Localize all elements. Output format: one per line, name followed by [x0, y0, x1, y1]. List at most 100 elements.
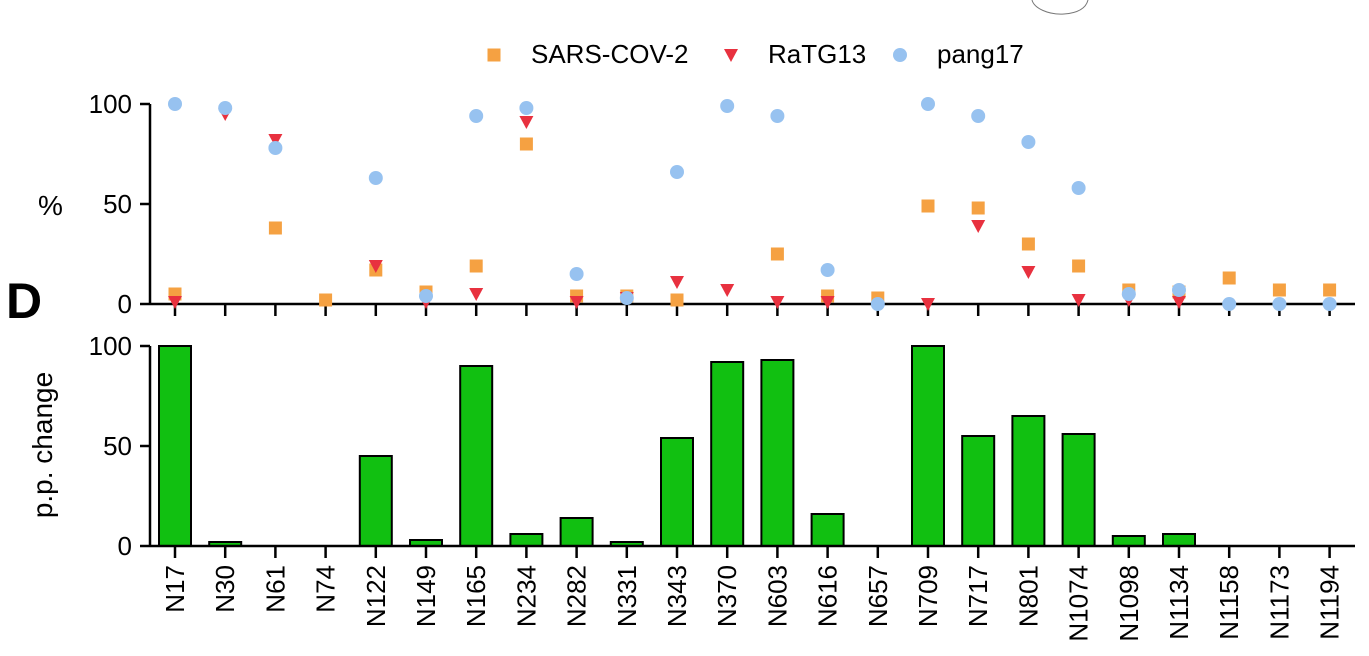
- point-ratg13: [820, 296, 835, 309]
- bar-y-tick-label: 50: [103, 431, 132, 461]
- legend-label-ratg13: RaTG13: [768, 39, 866, 69]
- point-ratg13: [1071, 294, 1086, 307]
- bar-y-tick-label: 0: [118, 531, 132, 561]
- scatter-y-tick-label: 100: [89, 89, 132, 119]
- bar-N709: [911, 345, 945, 547]
- scatter-panel: % 0 50 100: [38, 89, 1355, 319]
- point-sars-cov-2: [1222, 271, 1236, 285]
- point-ratg13: [720, 284, 735, 297]
- bar-N1098: [1111, 535, 1146, 547]
- bar-N1074: [1061, 433, 1096, 547]
- point-ratg13: [469, 288, 484, 301]
- point-pang17: [519, 101, 534, 115]
- x-tick-label-N331: N331: [612, 565, 642, 627]
- point-pang17: [1222, 297, 1237, 311]
- point-sars-cov-2: [469, 259, 483, 273]
- point-pang17: [469, 109, 484, 123]
- point-ratg13: [921, 298, 935, 311]
- point-pang17: [419, 289, 433, 303]
- point-pang17: [569, 267, 584, 281]
- legend-marker-pang17: [893, 48, 907, 62]
- legend-label-sars-cov-2: SARS-COV-2: [531, 39, 689, 69]
- bar-axes: 0 50 100: [89, 331, 1355, 561]
- bars: [158, 345, 1196, 547]
- point-pang17: [1172, 283, 1186, 297]
- bar-N234: [509, 533, 544, 547]
- x-tick-label-N61: N61: [260, 565, 290, 613]
- scatter-ylabel: %: [38, 190, 63, 221]
- point-ratg13: [519, 116, 534, 129]
- x-tick-label-N122: N122: [361, 565, 391, 627]
- point-sars-cov-2: [319, 293, 333, 307]
- bar-ylabel: p.p. change: [27, 372, 58, 518]
- x-tick-label-N17: N17: [160, 565, 190, 613]
- bar-N616: [810, 513, 845, 547]
- point-ratg13: [268, 134, 283, 147]
- scatter-y-tick-label: 0: [118, 289, 132, 319]
- point-sars-cov-2: [268, 221, 282, 235]
- point-pang17: [1071, 181, 1086, 195]
- decorative-outline: [1031, 0, 1089, 15]
- x-tick-label-N30: N30: [210, 565, 240, 613]
- point-pang17: [1322, 297, 1337, 311]
- x-tick-label-N603: N603: [762, 565, 792, 627]
- point-pang17: [870, 297, 885, 311]
- bar-N603: [760, 359, 795, 547]
- bar-N122: [358, 455, 393, 547]
- legend-marker-sars-cov-2: [487, 48, 501, 62]
- x-tick-label-N282: N282: [562, 565, 592, 627]
- x-tick-label-N165: N165: [461, 565, 491, 627]
- bar-N282: [559, 517, 594, 547]
- point-sars-cov-2: [770, 247, 784, 261]
- x-tick-label-N657: N657: [863, 565, 893, 627]
- point-sars-cov-2: [1323, 283, 1337, 297]
- bar-N1134: [1162, 533, 1196, 547]
- point-pang17: [168, 97, 182, 111]
- point-sars-cov-2: [1072, 259, 1086, 273]
- x-tick-label-N74: N74: [311, 565, 341, 613]
- x-tick-label-N1134: N1134: [1164, 565, 1194, 640]
- x-tick-label-N616: N616: [813, 565, 843, 627]
- scatter-y-tick-label: 50: [103, 189, 132, 219]
- point-pang17: [1021, 135, 1036, 149]
- point-ratg13: [670, 276, 684, 289]
- point-pang17: [820, 263, 835, 277]
- bar-N717: [961, 435, 996, 547]
- bar-N801: [1011, 415, 1046, 547]
- x-tick-label-N709: N709: [913, 565, 943, 627]
- bar-N370: [710, 361, 745, 547]
- x-tick-label-N717: N717: [963, 565, 993, 627]
- point-pang17: [368, 171, 383, 185]
- point-ratg13: [770, 296, 785, 309]
- bar-xlabels: N17 N30 N61 N74 N122 N149 N165 N234 N282 N331 N343…: [160, 565, 1345, 642]
- panel-label: D: [6, 273, 42, 329]
- bar-N165: [459, 365, 494, 547]
- bar-N17: [158, 345, 192, 547]
- legend-marker-ratg13: [724, 49, 738, 62]
- point-pang17: [670, 165, 684, 179]
- bar-N343: [660, 437, 694, 547]
- point-ratg13: [971, 220, 986, 233]
- point-pang17: [218, 101, 233, 115]
- point-pang17: [720, 99, 735, 113]
- x-tick-label-N1098: N1098: [1114, 565, 1144, 642]
- point-sars-cov-2: [971, 201, 985, 215]
- point-ratg13: [1172, 296, 1186, 309]
- point-ratg13: [1021, 266, 1036, 279]
- point-pang17: [268, 141, 283, 155]
- x-tick-label-N1158: N1158: [1214, 565, 1244, 640]
- x-tick-label-N370: N370: [712, 565, 742, 627]
- point-pang17: [770, 109, 785, 123]
- point-pang17: [1272, 297, 1287, 311]
- point-sars-cov-2: [519, 137, 533, 151]
- point-pang17: [1121, 287, 1136, 301]
- point-sars-cov-2: [921, 199, 935, 213]
- x-tick-label-N149: N149: [411, 565, 441, 627]
- point-sars-cov-2: [1021, 237, 1035, 251]
- x-tick-label-N1194: N1194: [1315, 565, 1345, 640]
- x-tick-label-N234: N234: [511, 565, 541, 627]
- point-pang17: [619, 291, 634, 305]
- x-tick-label-N1173: N1173: [1264, 565, 1294, 640]
